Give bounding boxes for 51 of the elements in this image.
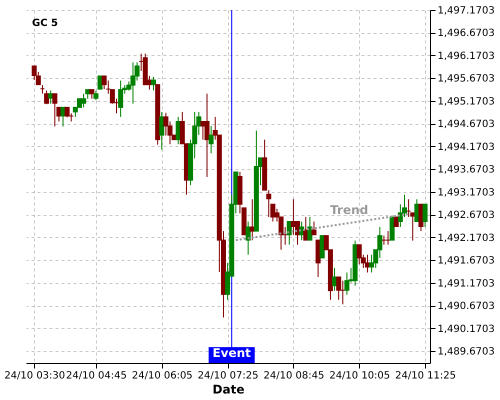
text: GC 5 [32,18,58,29]
candlestick [89,89,94,100]
x-axis-title: Date [212,382,244,396]
candlestick [93,90,98,101]
y-tick-label: 1,495.1703 [438,96,495,108]
candlestick [336,276,342,300]
y-tick-label: 1,493.1703 [438,187,495,198]
y-tick-label: 1,490.6703 [438,301,495,312]
candlestick [102,75,107,90]
candlestick [32,65,37,81]
candlestick [422,204,428,228]
y-tick-label: 1,494.6703 [438,119,495,130]
candlestick [311,221,316,236]
candlestick [356,244,362,265]
y-tick-label: 1,492.1703 [438,232,495,244]
candlestick [208,126,214,154]
candlestick [98,75,103,90]
y-tick-label: 1,497.1703 [438,6,495,16]
y-tick-label: 1,491.6703 [438,256,495,267]
x-tick-label: 24/10 07:25 [198,370,259,382]
y-tick-label: 1,494.1703 [438,142,495,153]
candlestick [151,76,156,92]
y-tick-label: 1,495.6703 [438,74,495,85]
y-tick-label: 1,492.6703 [438,210,495,222]
candlestick [394,216,399,228]
candlestick [320,235,325,258]
y-tick-label: 1,489.6703 [438,346,495,358]
x-tick-label: 24/10 06:05 [132,370,193,382]
candlestick [118,80,124,118]
y-tick-label: 1,496.6703 [438,28,495,40]
series-label: Trend [330,203,368,218]
candlestick [246,221,251,256]
x-tick-label: 24/10 03:30 [4,370,66,382]
y-tick-label: 1,496.1703 [438,50,495,62]
candlestick [81,93,86,108]
x-tick-label: 24/10 11:25 [395,370,456,382]
candlestick [52,93,58,127]
candlestick [344,272,350,296]
x-tick-label: 24/10 08:45 [264,370,324,382]
candlestick [176,116,181,145]
y-tick-label: 1,491.1703 [438,278,495,290]
y-tick-label: 1,493.6703 [438,164,495,176]
candlestick [390,216,395,241]
candlestick [130,62,136,104]
x-tick-label: 24/10 10:05 [329,370,390,382]
candlestick [64,106,70,118]
candlestick [48,90,54,104]
candlestick [204,93,210,178]
y-tick-label: 1,490.1703 [438,324,495,335]
x-tick-label: 24/10 04:45 [66,370,127,382]
ref-line-label: Event [212,346,252,360]
